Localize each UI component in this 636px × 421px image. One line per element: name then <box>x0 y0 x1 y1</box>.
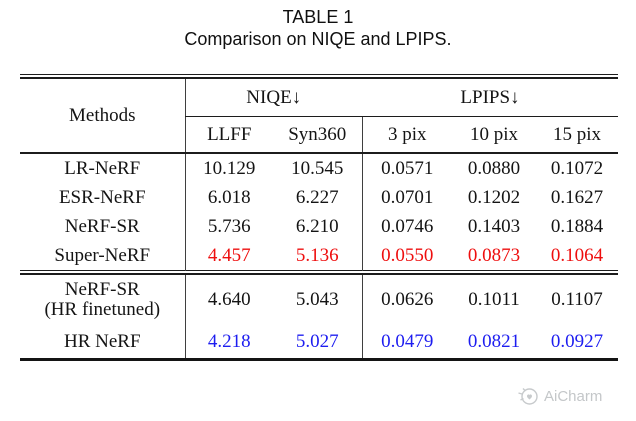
row-hr-nerf: HR NeRF 4.218 5.027 0.0479 0.0821 0.0927 <box>20 325 618 361</box>
col-header-llff: LLFF <box>184 116 273 154</box>
table-cell: 0.0927 <box>536 325 618 361</box>
table-cell: 0.0479 <box>361 325 452 361</box>
table-cell: 0.0873 <box>467 244 521 266</box>
col-header-syn360: Syn360 <box>273 116 362 154</box>
table-cell: 4.218 <box>184 325 273 361</box>
table-cell: 0.0746 <box>361 212 452 241</box>
section-rule <box>20 270 618 275</box>
table-cell: 5.043 <box>295 289 339 310</box>
row-esr-nerf: ESR-NeRF 6.018 6.227 0.0701 0.1202 0.162… <box>20 183 618 212</box>
group-header-niqe: NIQE↓ <box>184 78 362 117</box>
header-group-row: Methods NIQE↓ LPIPS↓ <box>20 78 618 154</box>
table-cell: 5.136 <box>295 244 339 266</box>
table-cell: 0.0550 <box>361 241 452 271</box>
table-cell: 0.0880 <box>467 157 521 179</box>
method-label: HR NeRF <box>20 325 185 361</box>
row-nerf-sr-hr-finetuned: NeRF-SR (HR finetuned) 4.640 5.043 0.062… <box>20 274 618 325</box>
table-cell: 10.545 <box>291 157 344 179</box>
table-cell: 0.0701 <box>361 183 452 212</box>
row-nerf-sr: NeRF-SR 5.736 6.210 0.0746 0.1403 0.1884 <box>20 212 618 241</box>
table-cell: 0.1011 <box>468 289 520 310</box>
table-cell: 0.1627 <box>550 186 604 208</box>
table-title: Comparison on NIQE and LPIPS. <box>184 29 452 49</box>
method-line2: (HR finetuned) <box>44 299 161 320</box>
table-cell: 0.0821 <box>452 325 536 361</box>
table-cell: 0.1072 <box>550 157 604 179</box>
row-lr-nerf: LR-NeRF 10.129 10.545 0.0571 0.0880 0.10… <box>20 153 618 183</box>
table-cell: 6.227 <box>295 186 339 208</box>
methods-header: Methods <box>20 78 185 154</box>
table-cell: 0.0626 <box>361 274 452 325</box>
table-cell: 0.0571 <box>361 153 452 183</box>
col-header-3pix: 3 pix <box>361 116 452 154</box>
method-label: ESR-NeRF <box>58 186 146 208</box>
table-cell: 0.1202 <box>467 186 521 208</box>
table-caption: TABLE 1 Comparison on NIQE and LPIPS. <box>0 6 636 50</box>
group-header-lpips: LPIPS↓ <box>362 78 618 117</box>
method-label: NeRF-SR (HR finetuned) <box>20 274 185 325</box>
table-cell: 0.1064 <box>550 244 604 266</box>
results-table: Methods NIQE↓ LPIPS↓ LLFF Syn360 3 pix 1… <box>20 74 618 361</box>
method-line1: NeRF-SR <box>64 279 140 300</box>
watermark: AiCharm <box>515 384 602 408</box>
table-cell: 4.457 <box>184 241 273 271</box>
table-cell: 6.210 <box>295 215 339 237</box>
col-header-10pix: 10 pix <box>452 116 536 154</box>
table-cell: 6.018 <box>184 183 273 212</box>
table-cell: 5.027 <box>273 325 362 361</box>
table-cell: 0.1107 <box>551 289 603 310</box>
table-cell: 0.1884 <box>550 215 604 237</box>
table-cell: 5.736 <box>184 212 273 241</box>
method-label: NeRF-SR <box>64 215 140 237</box>
top-rule <box>20 74 618 79</box>
header-subcolumn-row: LLFF Syn360 3 pix 10 pix 15 pix <box>20 116 618 154</box>
method-label: LR-NeRF <box>64 157 141 179</box>
method-label: Super-NeRF <box>54 244 151 266</box>
table-number: TABLE 1 <box>282 7 354 27</box>
table-cell: 10.129 <box>184 153 273 183</box>
watermark-label: AiCharm <box>544 387 603 405</box>
col-header-15pix: 15 pix <box>536 116 618 154</box>
aicharm-logo-icon <box>518 388 538 405</box>
table-cell: 0.1403 <box>467 215 521 237</box>
table-cell: 4.640 <box>184 274 273 325</box>
row-super-nerf: Super-NeRF 4.457 5.136 0.0550 0.0873 0.1… <box>20 241 618 271</box>
